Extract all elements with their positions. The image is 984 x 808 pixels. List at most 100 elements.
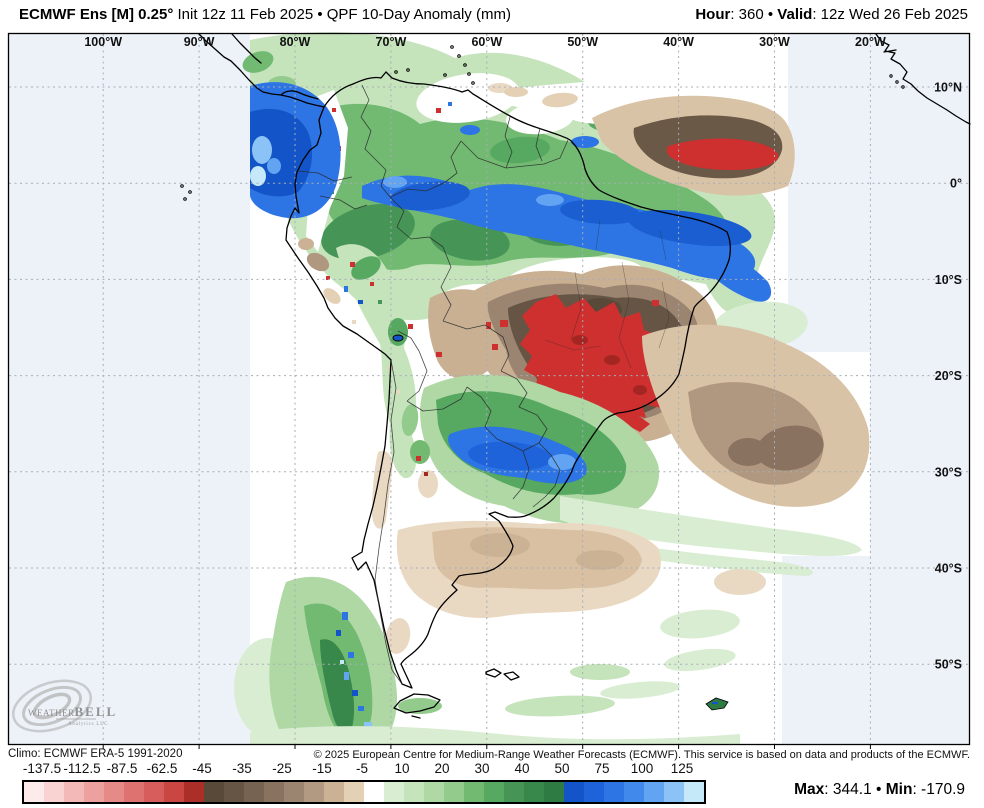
- colorbar-cell: [424, 782, 444, 802]
- colorbar-tick-label: -112.5: [63, 761, 101, 776]
- south-america-coastline: [285, 71, 731, 689]
- africa-coastline: [875, 33, 971, 125]
- colorbar-cell: [544, 782, 564, 802]
- colorbar-cell: [664, 782, 684, 802]
- colorbar-cell: [364, 782, 384, 802]
- colorbar-cell: [624, 782, 644, 802]
- lat-label: 50°S: [935, 658, 962, 672]
- lon-label: 90°W: [184, 35, 215, 49]
- colorbar-cell: [44, 782, 64, 802]
- copyright-note: © 2025 European Centre for Medium-Range …: [313, 749, 970, 761]
- colorbar-tick-label: 10: [394, 761, 410, 776]
- falkland-islands: [485, 668, 520, 681]
- colorbar-cell: [84, 782, 104, 802]
- colorbar-cell: [144, 782, 164, 802]
- lat-label: 0°: [950, 177, 962, 191]
- anomaly-field: [234, 32, 870, 744]
- colorbar-cell: [124, 782, 144, 802]
- tierra-del-fuego-coastline: [393, 693, 441, 719]
- colorbar-cell: [24, 782, 44, 802]
- lon-label: 30°W: [759, 35, 790, 49]
- colorbar-cell: [244, 782, 264, 802]
- colorbar-tick-label: -15: [312, 761, 332, 776]
- colorbar-tick-label: -5: [355, 761, 369, 776]
- colorbar-tick-label: 50: [554, 761, 570, 776]
- colorbar-cell: [64, 782, 84, 802]
- max-value: : 344.1: [824, 781, 872, 798]
- state-borders: [544, 219, 670, 369]
- lake-titicaca: [392, 334, 404, 342]
- logo-weather-text: Weather: [28, 708, 75, 718]
- colorbar-cell: [404, 782, 424, 802]
- hour-value: : 360 •: [730, 6, 778, 23]
- lon-label: 20°W: [855, 35, 886, 49]
- lat-label: 30°S: [935, 465, 962, 479]
- lat-label: 40°S: [935, 562, 962, 576]
- colorbar-cell: [264, 782, 284, 802]
- colorbar-tick-label: -35: [232, 761, 252, 776]
- colorbar: [22, 780, 706, 804]
- colorbar-cell: [464, 782, 484, 802]
- colorbar-tick-label: -137.5: [22, 761, 62, 776]
- lon-label: 100°W: [84, 35, 122, 49]
- init-info: Init 12z 11 Feb 2025 • QPF 10-Day Anomal…: [173, 6, 511, 23]
- weatherbell-logo: WeatherBELL Analytics LLC: [12, 679, 117, 733]
- colorbar-cell: [584, 782, 604, 802]
- colorbar-cell: [564, 782, 584, 802]
- map-frame: [7, 32, 971, 746]
- lon-label: 60°W: [471, 35, 502, 49]
- lon-label: 70°W: [376, 35, 407, 49]
- svg-text:WeatherBELL: WeatherBELL: [28, 704, 117, 719]
- colorbar-cell: [164, 782, 184, 802]
- max-label: Max: [794, 781, 825, 798]
- central-america-coastline: [198, 33, 325, 108]
- hour-label: Hour: [695, 6, 731, 23]
- bullet-separator: •: [871, 781, 886, 798]
- colorbar-tick-label: 75: [594, 761, 610, 776]
- colorbar-cell: [684, 782, 704, 802]
- max-min-readout: Max: 344.1 • Min: -170.9: [794, 781, 965, 799]
- valid-value: : 12z Wed 26 Feb 2025: [812, 6, 968, 23]
- colorbar-cell: [224, 782, 244, 802]
- coastlines: [180, 33, 971, 719]
- lon-label: 40°W: [663, 35, 694, 49]
- logo-sub-text: Analytics LLC: [68, 722, 108, 727]
- colorbar-cell: [184, 782, 204, 802]
- lon-label: 50°W: [567, 35, 598, 49]
- colorbar-cell: [484, 782, 504, 802]
- country-borders: [297, 84, 670, 685]
- min-label: Min: [885, 781, 913, 798]
- colorbar-cell: [204, 782, 224, 802]
- small-islands: [180, 45, 905, 201]
- lat-label: 20°S: [935, 369, 962, 383]
- lat-label: 10°N: [934, 81, 962, 95]
- colorbar-cell: [324, 782, 344, 802]
- colorbar-tick-label: 30: [474, 761, 490, 776]
- anomaly-map: 100°W 90°W 80°W 70°W 60°W 50°W 40°W 30°W 20°W 10°…: [7, 32, 971, 749]
- colorbar-tick-label: -87.5: [106, 761, 138, 776]
- axis-labels: 100°W 90°W 80°W 70°W 60°W 50°W 40°W 30°W 20°W 10°…: [84, 35, 962, 672]
- colorbar-cell: [104, 782, 124, 802]
- lon-label: 80°W: [280, 35, 311, 49]
- lat-label: 10°S: [935, 273, 962, 287]
- colorbar-tick-label: 20: [434, 761, 450, 776]
- colorbar-cell: [444, 782, 464, 802]
- colorbar-cell: [604, 782, 624, 802]
- logo-bell-text: BELL: [75, 704, 118, 719]
- colorbar-cell: [504, 782, 524, 802]
- climo-note: Climo: ECMWF ERA-5 1991-2020: [8, 748, 183, 760]
- title-bar: ECMWF Ens [M] 0.25° Init 12z 11 Feb 2025…: [0, 0, 984, 31]
- colorbar-tick-label: -25: [272, 761, 292, 776]
- colorbar-cell: [384, 782, 404, 802]
- min-value: : -170.9: [912, 781, 965, 798]
- colorbar-tick-label: 40: [514, 761, 530, 776]
- colorbar-tick-label: -45: [192, 761, 212, 776]
- model-name: ECMWF Ens [M] 0.25°: [19, 6, 174, 23]
- lat-lon-gridlines: [9, 34, 969, 749]
- colorbar-tick-label: -62.5: [146, 761, 178, 776]
- valid-label: Valid: [777, 6, 813, 23]
- colorbar-cell: [344, 782, 364, 802]
- colorbar-cell: [284, 782, 304, 802]
- map-title: ECMWF Ens [M] 0.25° Init 12z 11 Feb 2025…: [19, 6, 511, 23]
